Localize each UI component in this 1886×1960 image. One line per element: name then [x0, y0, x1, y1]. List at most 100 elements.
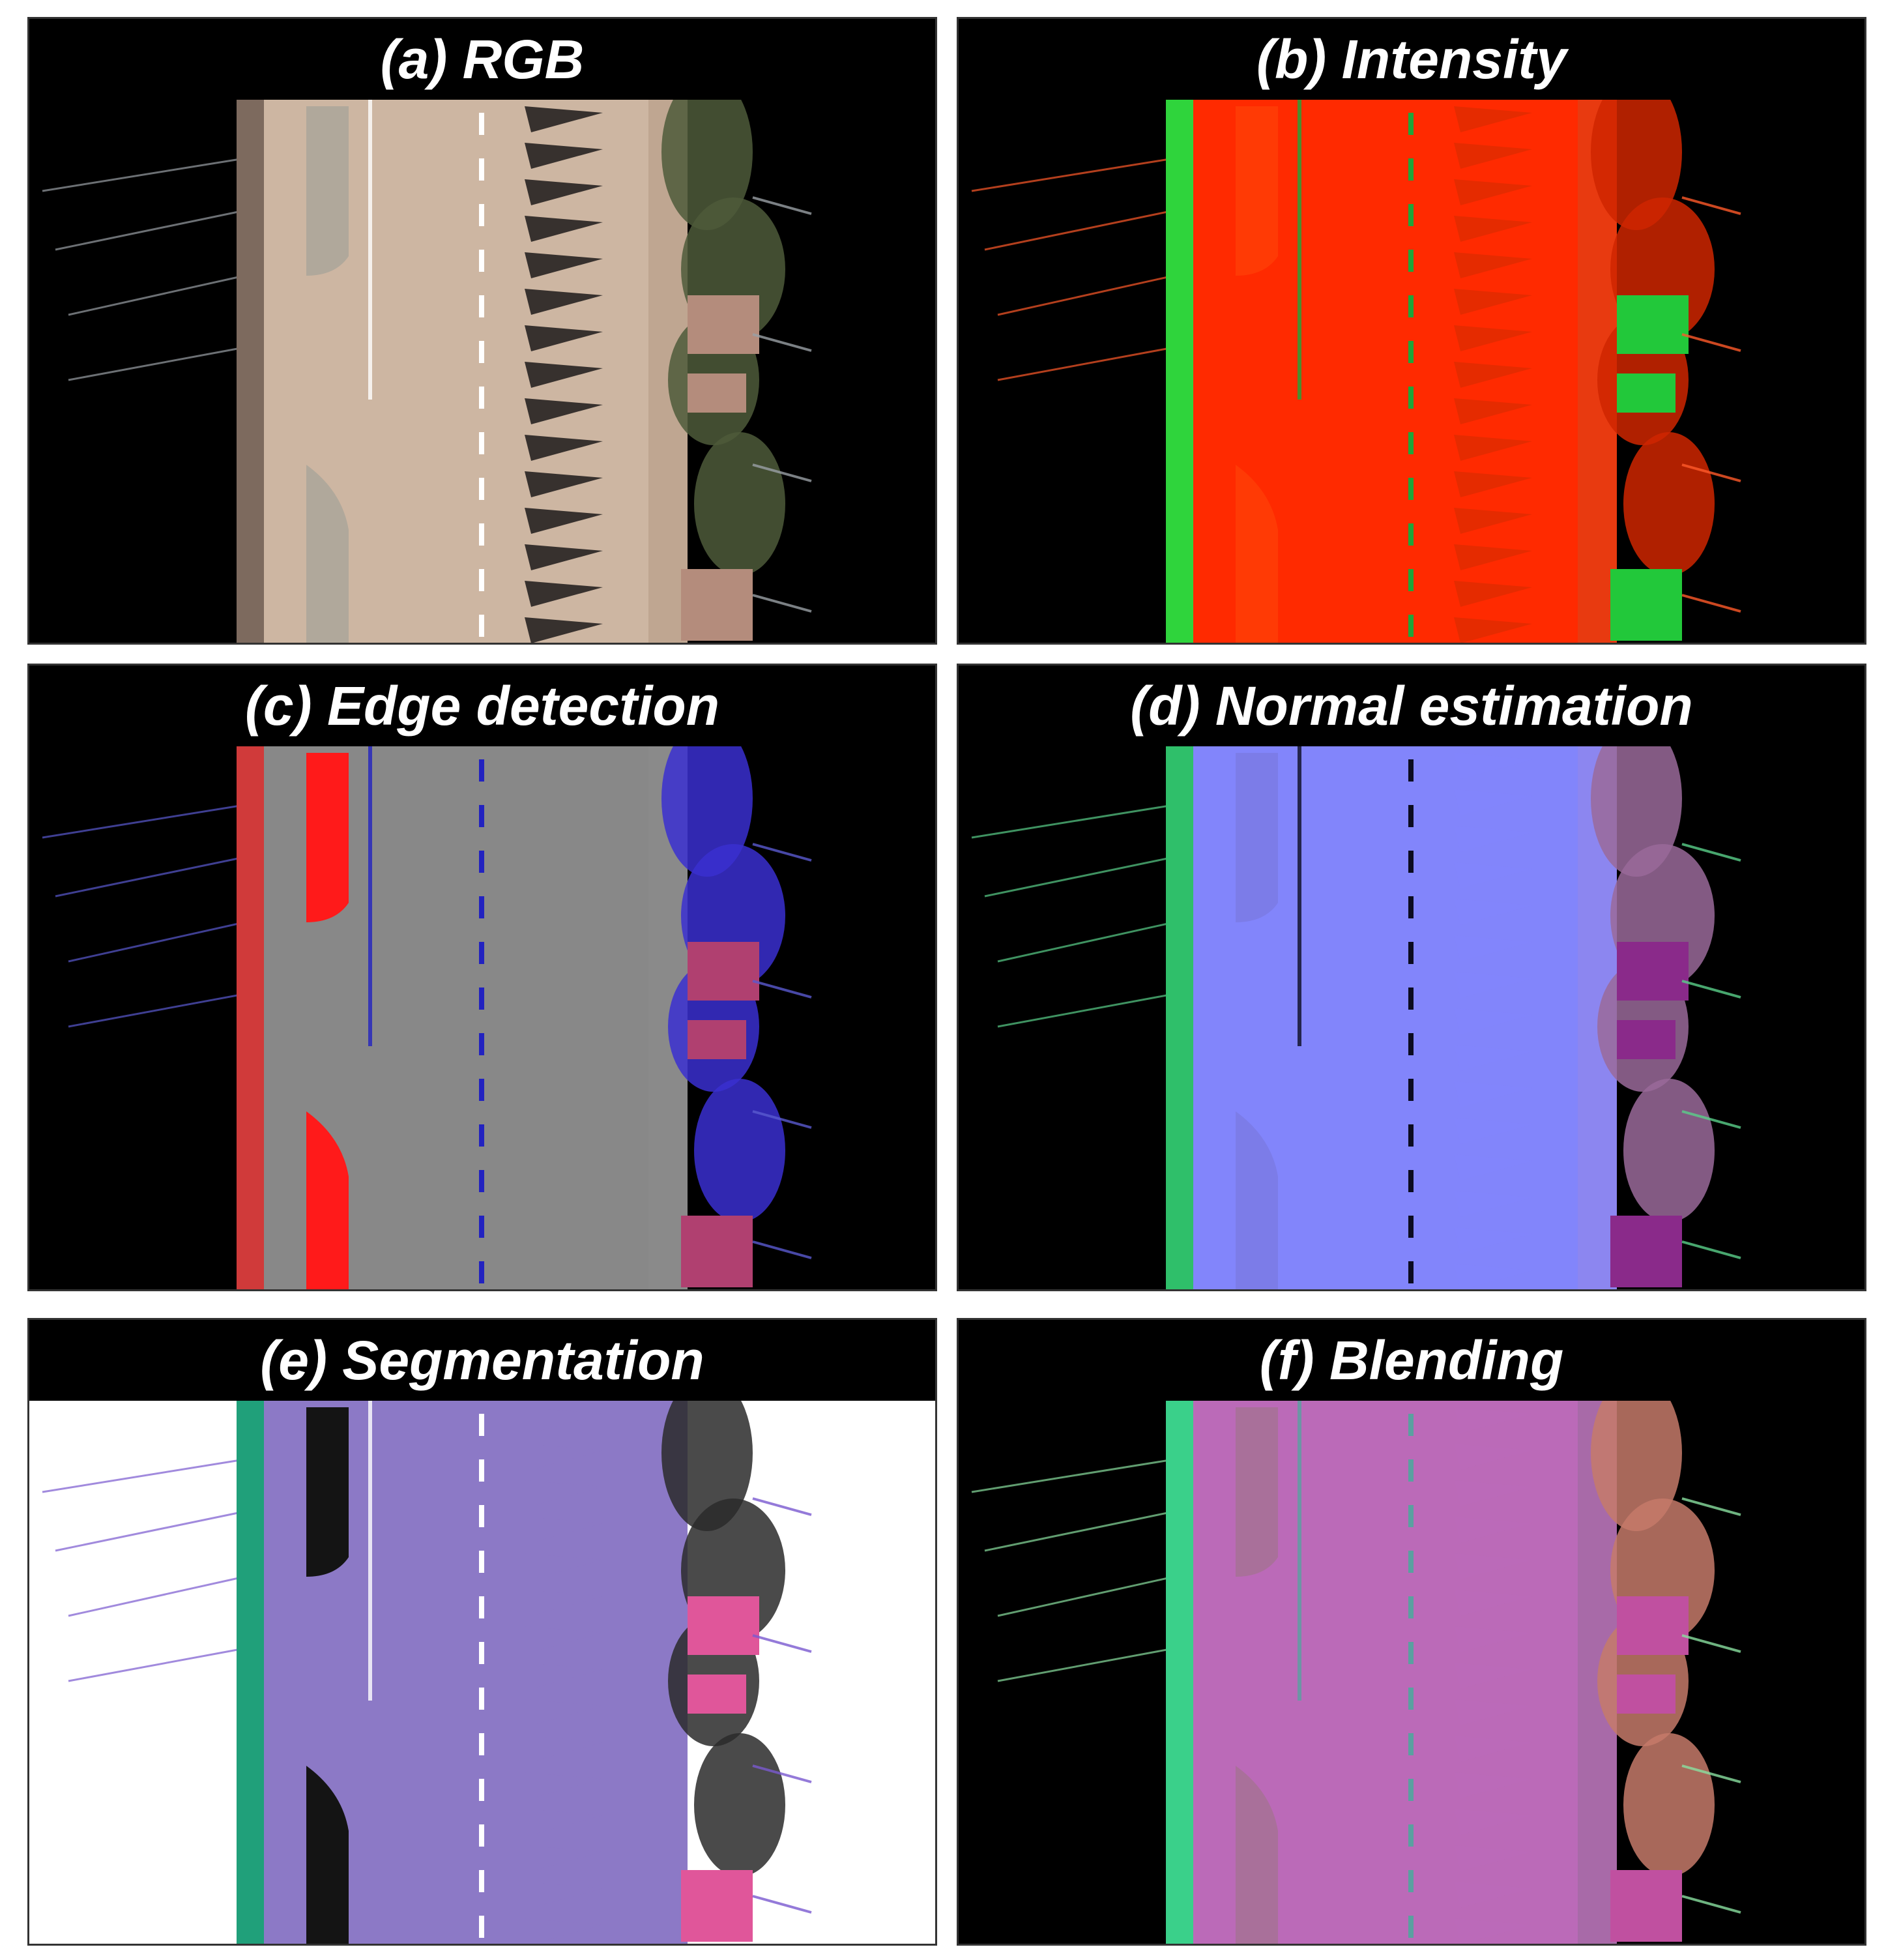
tree-shadow: [1454, 362, 1532, 388]
building: [688, 373, 746, 413]
lane-dash: [1408, 1779, 1414, 1801]
lane-dash: [1408, 523, 1414, 546]
left-sidewalk: [1166, 1401, 1193, 1944]
utility-line: [68, 346, 245, 381]
street-light: [752, 1764, 812, 1783]
utility-line: [971, 157, 1174, 192]
tree-shadow: [1454, 143, 1532, 169]
lane-dash: [479, 1642, 484, 1664]
tree-shadow: [525, 471, 603, 497]
tree-shadow: [525, 1227, 603, 1253]
tree-canopy: [1623, 432, 1715, 576]
street-light: [752, 1497, 812, 1516]
point-cloud-image: [959, 100, 1864, 643]
tree-shadow: [1454, 617, 1532, 643]
tree-shadow: [1454, 1118, 1532, 1144]
lane-dash: [479, 1261, 484, 1283]
lane-dash: [1408, 1414, 1414, 1436]
utility-line: [42, 1458, 245, 1493]
lane-dash: [1408, 896, 1414, 918]
tree-canopy: [1591, 100, 1682, 230]
tree-shadow: [1454, 826, 1532, 852]
lane-dash: [479, 1079, 484, 1101]
tree-shadow: [1454, 1882, 1532, 1908]
tree-canopy: [661, 100, 753, 230]
lane-dash: [1408, 295, 1414, 317]
tree-canopy: [694, 432, 785, 576]
tree-shadow: [525, 325, 603, 351]
tree-shadow: [1454, 508, 1532, 534]
street-light: [1681, 843, 1741, 862]
building: [1617, 1596, 1689, 1655]
lane-dash: [1408, 478, 1414, 500]
utility-line: [68, 921, 245, 963]
lane-dash: [479, 1414, 484, 1436]
tree-shadow: [525, 1517, 603, 1543]
lane-dash: [479, 204, 484, 226]
lane-dash: [1408, 250, 1414, 272]
tree-shadow: [525, 1264, 603, 1289]
street-light: [1681, 1764, 1741, 1783]
lane-edge-line: [1298, 100, 1301, 400]
building: [688, 1020, 746, 1059]
lane-dash: [479, 1596, 484, 1618]
panel-segmentation: (e) Segmentation: [27, 1318, 937, 1946]
lane-dash: [1408, 113, 1414, 135]
lane-dash: [1408, 942, 1414, 964]
lane-dash: [1408, 569, 1414, 591]
lane-dash: [1408, 1079, 1414, 1101]
tree-shadow: [525, 1008, 603, 1034]
tree-shadow: [525, 1626, 603, 1652]
panel-title: (f) Blending: [959, 1320, 1864, 1401]
lane-dash: [1408, 1033, 1414, 1055]
lane-dash: [479, 1170, 484, 1192]
tree-shadow: [525, 935, 603, 961]
tree-shadow: [1454, 1553, 1532, 1579]
tree-shadow: [525, 435, 603, 461]
utility-line: [971, 1458, 1174, 1493]
utility-line: [55, 856, 245, 898]
utility-line: [68, 274, 245, 316]
tree-shadow: [525, 143, 603, 169]
tree-shadow: [525, 289, 603, 315]
left-sidewalk: [1166, 100, 1193, 643]
panel-edge-detection: (c) Edge detection: [27, 664, 937, 1291]
lane-dash: [1408, 1824, 1414, 1847]
street-light: [752, 1895, 812, 1914]
tree-shadow: [1454, 935, 1532, 961]
tree-canopy: [661, 746, 753, 877]
median-upper: [1236, 1407, 1278, 1577]
building: [1610, 1870, 1682, 1942]
tree-shadow: [525, 1772, 603, 1798]
lane-dash: [479, 1216, 484, 1238]
tree-shadow: [1454, 1154, 1532, 1180]
lane-dash: [479, 387, 484, 409]
lane-dash: [1408, 987, 1414, 1010]
tree-shadow: [1454, 1845, 1532, 1871]
tree-shadow: [525, 216, 603, 242]
lane-dash: [1408, 1916, 1414, 1938]
tree-shadow: [525, 1918, 603, 1944]
utility-line: [997, 921, 1174, 963]
utility-line: [55, 209, 245, 251]
point-cloud-image: [959, 1401, 1864, 1944]
building: [1610, 1216, 1682, 1287]
lane-dash: [479, 1779, 484, 1801]
tree-shadow: [1454, 398, 1532, 424]
building: [1617, 942, 1689, 1001]
tree-shadow: [1454, 1590, 1532, 1616]
utility-line: [68, 993, 245, 1028]
tree-shadow: [1454, 1191, 1532, 1217]
tree-shadow: [525, 362, 603, 388]
building: [1617, 1020, 1676, 1059]
lane-dash: [479, 341, 484, 363]
median-lower: [306, 1766, 349, 1944]
building: [681, 1870, 753, 1942]
lane-dash: [479, 1124, 484, 1147]
panel-title: (d) Normal estimation: [959, 666, 1864, 746]
lane-dash: [479, 250, 484, 272]
lane-dash: [1408, 1551, 1414, 1573]
tree-shadow: [525, 1553, 603, 1579]
lane-dash: [1408, 158, 1414, 181]
lane-dash: [479, 1505, 484, 1527]
